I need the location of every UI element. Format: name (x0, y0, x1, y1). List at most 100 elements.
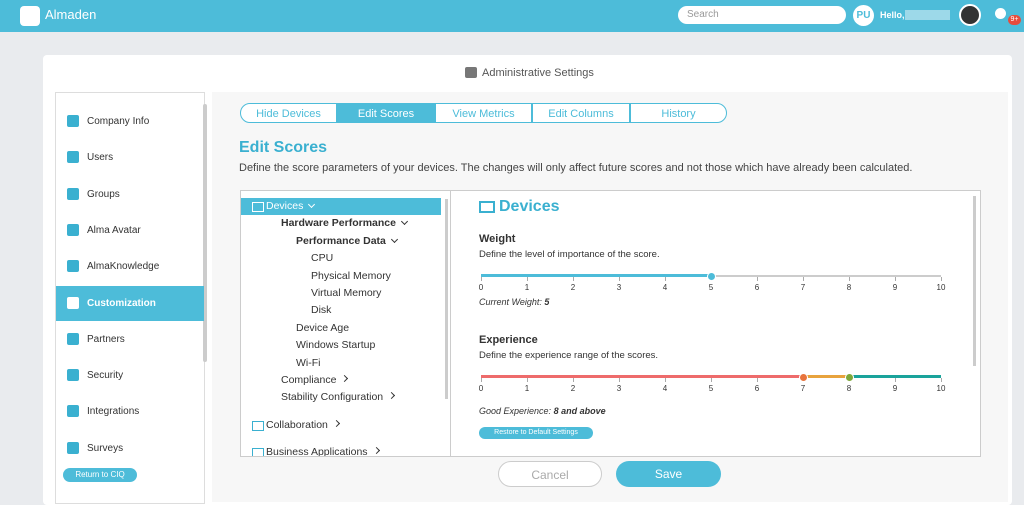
weight-value: Current Weight: 5 (479, 297, 549, 307)
tab[interactable]: Hide Devices (240, 103, 337, 123)
tick-label: 4 (662, 283, 668, 292)
tree-item[interactable]: Windows Startup (296, 337, 375, 354)
slider-tick (803, 277, 804, 281)
tree-label: Compliance (281, 374, 337, 386)
slider-tick (527, 378, 528, 382)
tick-label: 9 (892, 384, 898, 393)
experience-description: Define the experience range of the score… (479, 350, 659, 361)
tab[interactable]: View Metrics (435, 103, 532, 123)
editor: Devices Hardware Performance Performance D… (240, 190, 981, 457)
tree-label: Performance Data (296, 234, 386, 247)
sidebar-item[interactable]: Company Info (87, 116, 150, 127)
tree-item[interactable]: CPU (311, 250, 333, 267)
page-title: Administrative Settings (482, 67, 594, 79)
slider-tick (849, 277, 850, 281)
sidebar-icon (67, 369, 79, 382)
tab[interactable]: Edit Scores (337, 103, 435, 123)
tree-icon (252, 202, 264, 212)
tree-item[interactable]: Compliance (281, 372, 349, 389)
tick-label: 8 (846, 384, 852, 393)
section-title: Edit Scores (239, 139, 328, 156)
value-label: Current Weight: (479, 297, 542, 307)
tick-label: 0 (478, 283, 484, 292)
sidebar-item[interactable]: AlmaKnowledge (87, 261, 160, 273)
tree-item[interactable]: Performance Data (296, 233, 398, 250)
tick-label: 0 (478, 384, 484, 393)
panel-title: Devices (499, 198, 560, 215)
tick-label: 6 (754, 384, 760, 393)
tab[interactable]: Edit Columns (532, 103, 630, 123)
slider-tick (895, 378, 896, 382)
tree-item[interactable]: Physical Memory (311, 268, 391, 285)
tree-item[interactable]: Hardware Performance (281, 215, 409, 232)
tick-label: 10 (936, 283, 946, 292)
sidebar-item[interactable]: Alma Avatar (87, 224, 141, 236)
tree-icon (252, 420, 264, 431)
tree-item[interactable]: Business Applications (266, 444, 380, 456)
tick-label: 1 (524, 283, 530, 292)
slider-tick (895, 277, 896, 281)
tree-icon (252, 448, 264, 456)
avatar[interactable]: PU (853, 5, 874, 26)
sidebar-item[interactable]: Security (87, 370, 124, 382)
tick-label: 2 (570, 384, 576, 393)
slider-handle[interactable] (707, 272, 716, 281)
slider-handle[interactable] (845, 373, 854, 382)
tree-item[interactable]: Collaboration (266, 417, 340, 434)
tree-label: Windows Startup (296, 339, 376, 352)
sidebar-icon (67, 223, 79, 236)
sidebar-item[interactable]: Users (87, 152, 114, 164)
scrollbar (203, 104, 207, 362)
brand: Almaden (45, 7, 97, 22)
value: 8 and above (553, 406, 606, 416)
tick-label: 1 (524, 384, 530, 393)
tree-label: Hardware Performance (281, 217, 396, 230)
tick-label: 2 (570, 283, 576, 292)
tree-item[interactable]: Virtual Memory (311, 285, 381, 302)
sidebar-item[interactable]: Surveys (87, 442, 124, 454)
value: 5 (544, 297, 550, 307)
tree-item[interactable]: Device Age (296, 320, 349, 337)
range-good (849, 375, 941, 378)
profile-image[interactable] (959, 4, 981, 26)
tree-label: Collaboration (266, 418, 328, 431)
section-description: Define the score parameters of your devi… (239, 162, 913, 174)
tick-label: 9 (892, 283, 898, 292)
range-fair (803, 375, 849, 378)
tick-label: 6 (754, 283, 760, 292)
tree-item[interactable]: Disk (311, 302, 331, 319)
search[interactable]: Search (678, 6, 846, 24)
tree-item[interactable]: Devices (266, 198, 316, 215)
experience-value: Good Experience: 8 and above (479, 406, 606, 416)
sidebar-item[interactable]: Integrations (87, 406, 140, 418)
settings-icon[interactable] (995, 8, 1006, 19)
tree-item[interactable]: Wi-Fi (296, 355, 321, 372)
sidebar-icon (67, 296, 79, 309)
slider-tick (941, 378, 942, 382)
sidebar-item[interactable]: Customization (56, 285, 204, 321)
experience-label: Experience (479, 334, 538, 346)
tick-label: 5 (708, 283, 714, 292)
slider-tick (573, 277, 574, 281)
slider-tick (665, 378, 666, 382)
slider-handle[interactable] (799, 373, 808, 382)
briefcase-icon (465, 67, 477, 78)
greeting: Hello, (880, 10, 905, 20)
sidebar-item[interactable]: Groups (87, 188, 120, 200)
slider-tick (481, 277, 482, 281)
cancel-button[interactable]: Cancel (498, 461, 602, 487)
save-button[interactable]: Save (616, 461, 721, 487)
tree-item[interactable]: Stability Configuration (281, 389, 396, 406)
back-button[interactable]: Return to CIQ (63, 468, 137, 482)
tree-label: Device Age (296, 321, 350, 334)
restore-button[interactable]: Restore to Default Settings (479, 427, 593, 439)
tree-highlight (241, 198, 441, 215)
tree-label: Devices (266, 200, 304, 212)
sidebar-item[interactable]: Partners (87, 333, 125, 345)
slider-tick (665, 277, 666, 281)
tick-label: 3 (616, 384, 622, 393)
tree-label: Physical Memory (311, 269, 391, 282)
slider-tick (481, 378, 482, 382)
tab[interactable]: History (630, 103, 727, 123)
